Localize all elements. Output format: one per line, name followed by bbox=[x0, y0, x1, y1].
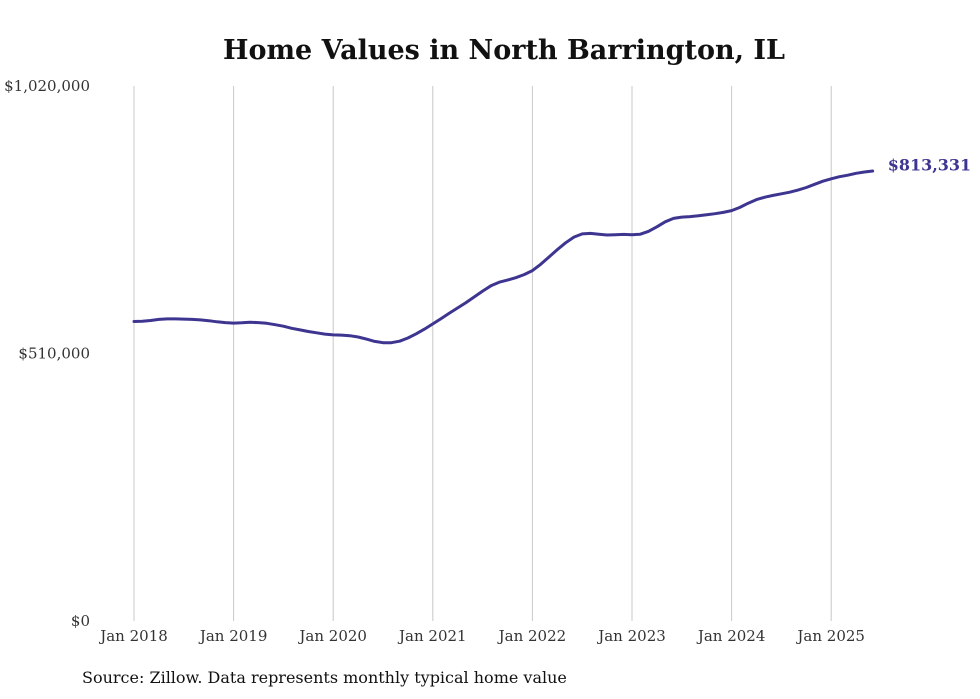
series-line-0 bbox=[132, 169, 875, 345]
x-tick-label: Jan 2025 bbox=[795, 627, 865, 645]
series: $813,331 bbox=[132, 155, 972, 345]
x-axis-ticks: Jan 2018 Jan 2019 Jan 2020 Jan 2021 Jan 2022… bbox=[98, 627, 865, 645]
x-tick-label: Jan 2021 bbox=[397, 627, 467, 645]
source-note: Source: Zillow. Data represents monthly … bbox=[82, 668, 567, 687]
x-tick-label: Jan 2020 bbox=[297, 627, 367, 645]
chart-title: Home Values in North Barrington, IL bbox=[223, 35, 785, 66]
y-tick-label: $0 bbox=[71, 612, 90, 630]
gridlines bbox=[133, 86, 832, 621]
end-value-label: $813,331 bbox=[888, 155, 972, 174]
y-tick-label: $510,000 bbox=[18, 345, 90, 363]
x-tick-label: Jan 2024 bbox=[696, 627, 766, 645]
x-tick-label: Jan 2018 bbox=[98, 627, 168, 645]
y-tick-label: $1,020,000 bbox=[4, 77, 90, 95]
x-tick-label: Jan 2023 bbox=[596, 627, 666, 645]
y-axis-ticks: $0 $510,000 $1,020,000 bbox=[4, 77, 90, 630]
x-tick-label: Jan 2019 bbox=[198, 627, 268, 645]
x-tick-label: Jan 2022 bbox=[497, 627, 567, 645]
